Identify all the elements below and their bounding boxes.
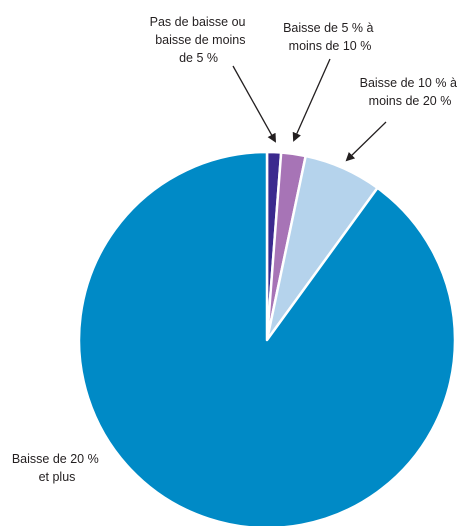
pie-slices (77, 150, 457, 526)
leader-arrow-1 (292, 58, 331, 142)
slice-label-1: Baisse de 5 % à moins de 10 % (283, 21, 377, 53)
pie-slice-3 (77, 150, 457, 526)
leader-arrows (232, 58, 387, 162)
slice-label-0: Pas de baisse ou baisse de moins de 5 % (150, 15, 249, 65)
slice-label-3: Baisse de 20 % et plus (12, 452, 102, 484)
slice-label-2: Baisse de 10 % à moins de 20 % (360, 76, 461, 108)
leader-arrow-2 (345, 121, 387, 162)
leader-arrow-0 (232, 65, 276, 143)
